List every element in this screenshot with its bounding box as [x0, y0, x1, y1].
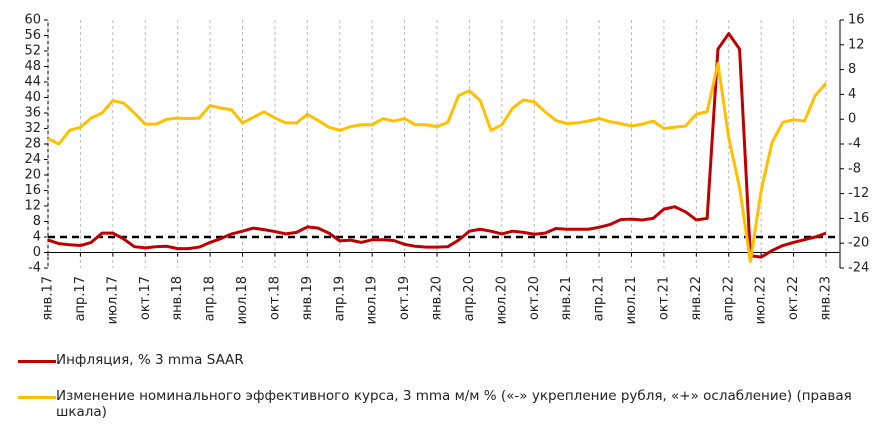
- legend-item: Инфляция, % 3 mma SAAR: [18, 352, 878, 368]
- x-tick-label: апр.17: [73, 276, 88, 321]
- y-tick-label: 4: [33, 230, 41, 245]
- y2-tick-label: 12: [848, 37, 865, 52]
- y-tick-label: 40: [24, 90, 41, 105]
- y-tick-label: 44: [24, 75, 41, 90]
- series-line: [47, 61, 828, 264]
- x-tick-label: янв.21: [559, 276, 574, 321]
- x-tick-label: окт.21: [656, 276, 671, 320]
- legend-swatch: [18, 360, 56, 363]
- y2-tick-label: -24: [848, 261, 869, 276]
- legend-item: Изменение номинального эффективного курс…: [18, 388, 878, 420]
- x-tick-label: апр.22: [721, 276, 736, 321]
- y2-tick-label: -8: [848, 161, 861, 176]
- x-tick-label: окт.19: [397, 276, 412, 320]
- x-tick-label: июл.21: [624, 276, 639, 324]
- y2-tick-label: 4: [848, 87, 856, 102]
- x-tick-label: апр.18: [203, 276, 218, 321]
- x-tick-label: янв.20: [430, 276, 445, 321]
- y-tick-label: 0: [33, 245, 41, 260]
- x-tick-label: окт.22: [786, 276, 801, 320]
- x-tick-label: июл.22: [754, 276, 769, 324]
- legend-label: Изменение номинального эффективного курс…: [56, 388, 852, 420]
- y-tick-label: -4: [28, 261, 41, 276]
- y2-tick-label: 16: [848, 13, 865, 28]
- y2-tick-label: -16: [848, 211, 869, 226]
- y-tick-label: 12: [24, 199, 41, 214]
- y-tick-label: 60: [24, 13, 41, 28]
- x-tick-label: июл.17: [105, 276, 120, 324]
- y-tick-label: 8: [33, 214, 41, 229]
- legend-label: Инфляция, % 3 mma SAAR: [56, 352, 244, 368]
- x-tick-label: июл.19: [365, 276, 380, 324]
- y-tick-label: 28: [24, 137, 41, 152]
- x-tick-label: окт.20: [527, 276, 542, 320]
- x-tick-label: янв.18: [170, 276, 185, 321]
- y-tick-label: 20: [24, 168, 41, 183]
- y-tick-label: 48: [24, 59, 41, 74]
- y2-tick-label: 8: [848, 62, 856, 77]
- x-tick-label: июл.18: [235, 276, 250, 324]
- y-tick-label: 16: [24, 183, 41, 198]
- x-tick-label: янв.17: [41, 276, 56, 321]
- x-tick-label: апр.21: [592, 276, 607, 321]
- x-tick-label: янв.22: [689, 276, 704, 321]
- y-tick-label: 36: [24, 106, 41, 121]
- x-tick-label: янв.23: [819, 276, 834, 321]
- x-tick-label: окт.18: [267, 276, 282, 320]
- y-tick-label: 52: [24, 44, 41, 59]
- y-tick-label: 56: [24, 28, 41, 43]
- x-tick-label: янв.19: [300, 276, 315, 321]
- y2-tick-label: -12: [848, 186, 869, 201]
- x-tick-label: июл.20: [494, 276, 509, 324]
- chart: -404812162024283236404448525660-24-20-16…: [24, 13, 869, 325]
- y-tick-label: 24: [24, 152, 41, 167]
- x-tick-label: апр.20: [462, 276, 477, 321]
- y2-tick-label: -20: [848, 236, 869, 251]
- y2-tick-label: 0: [848, 112, 856, 127]
- y2-tick-label: -4: [848, 137, 861, 152]
- legend-swatch: [18, 396, 56, 399]
- y-tick-label: 32: [24, 121, 41, 136]
- x-tick-label: апр.19: [332, 276, 347, 321]
- x-tick-label: окт.17: [138, 276, 153, 320]
- series-line: [47, 32, 827, 259]
